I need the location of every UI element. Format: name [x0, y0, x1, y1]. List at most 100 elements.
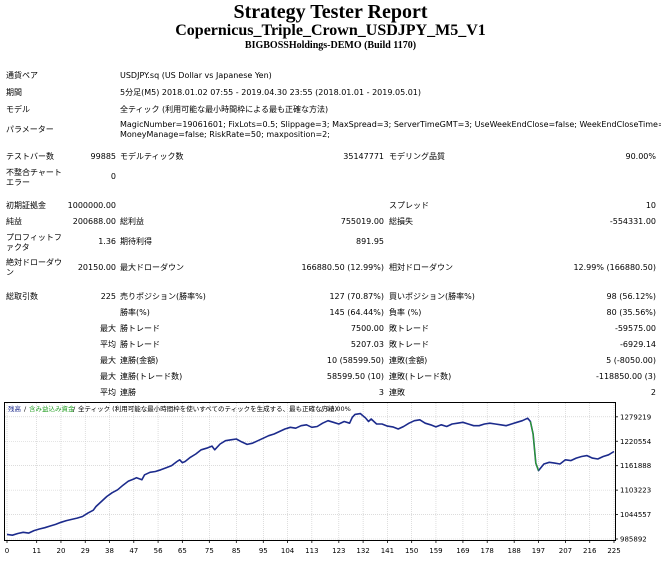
avg-loss-label: 敗トレード [389, 340, 429, 349]
y-tick-label: 1161888 [620, 462, 651, 470]
cons-win-trades-label: 連勝(トレード数) [120, 372, 183, 381]
x-tick-label: 11 [32, 547, 41, 555]
x-tick-label: 20 [56, 547, 65, 555]
x-tick-label: 225 [607, 547, 620, 555]
gross-profit-value: 755019.00 [340, 217, 384, 226]
bars-label: テストバー数 [6, 152, 54, 161]
x-tick-label: 188 [507, 547, 520, 555]
avg-label: 平均 [100, 340, 116, 349]
net-label: 純益 [6, 217, 22, 226]
x-tick-label: 207 [559, 547, 572, 555]
x-tick-label: 56 [154, 547, 163, 555]
symbol-value: USDJPY.sq (US Dollar vs Japanese Yen) [120, 71, 272, 80]
max-loss-label: 敗トレード [389, 324, 429, 333]
model-label: モデル [6, 105, 30, 114]
loss-value: 80 (35.56%) [606, 308, 656, 317]
legend-equity: 含み益込み資金 [29, 404, 75, 413]
y-tick-label: 1220554 [620, 438, 652, 446]
chart-legend: 残高 / 含み益込み資金 / 全ティック (利用可能な最小時間枠を使いすべてのテ… [8, 404, 351, 413]
legend-balance: 残高 [8, 404, 22, 413]
gross-loss-label: 総損失 [389, 217, 413, 226]
short-value: 127 (70.87%) [329, 292, 384, 301]
spread-value: 10 [645, 201, 656, 210]
avg2-label: 平均 [100, 388, 116, 397]
x-tick-label: 113 [305, 547, 318, 555]
report-title: Strategy Tester Report [233, 1, 428, 23]
legend-sep3: / [321, 405, 324, 413]
plot-frame [4, 402, 616, 541]
y-tick-label: 1044557 [620, 511, 651, 519]
x-tick-label: 197 [532, 547, 545, 555]
avg-loss-value: -6929.14 [620, 340, 656, 349]
legend-model: 全ティック (利用可能な最小時間枠を使いすべてのティックを生成する、最も正確な方… [78, 404, 337, 413]
gross-profit-label: 総利益 [120, 217, 144, 226]
params-line2: MoneyManage=false; RiskRate=50; maxposit… [120, 130, 330, 139]
cons-loss-money-value: 5 (-8050.00) [606, 356, 656, 365]
rel-dd-label: 相対ドローダウン [389, 263, 453, 272]
y-tick-label: 1103223 [620, 487, 651, 495]
x-tick-label: 95 [259, 547, 268, 555]
cons-win-trades-value: 58599.50 (10) [326, 372, 384, 381]
report-subtitle: Copernicus_Triple_Crown_USDJPY_M5_V1 [175, 22, 486, 39]
pf-value: 1.36 [98, 237, 116, 246]
y-tick-label: 985892 [620, 536, 647, 544]
bars-value: 99885 [90, 152, 116, 161]
payoff-value: 891.95 [356, 237, 384, 246]
x-tick-label: 178 [481, 547, 494, 555]
deposit-label: 初期証拠金 [6, 201, 46, 210]
max-win-label: 勝トレード [120, 324, 160, 333]
report-company: BIGBOSSHoldings-DEMO (Build 1170) [244, 40, 417, 51]
balance-chart: 残高 / 含み益込み資金 / 全ティック (利用可能な最小時間枠を使いすべてのテ… [4, 402, 660, 560]
ticks-value: 35147771 [343, 152, 384, 161]
loss-label: 負率 (%) [389, 308, 422, 317]
max-label: 最大 [100, 324, 116, 333]
long-label: 買いポジション(勝率%) [389, 292, 475, 301]
equity-line [529, 421, 540, 471]
avg-cons-win-label: 連勝 [120, 388, 136, 397]
x-axis-ticks: 0 11 20 29 38 47 56 65 75 85 95 104 113 123 132 141 150 1… [5, 540, 621, 555]
grid [5, 403, 615, 540]
net-value: 200688.00 [72, 217, 116, 226]
deposit-value: 1000000.00 [67, 201, 116, 210]
max-win-value: 7500.00 [350, 324, 384, 333]
trades-label: 総取引数 [6, 292, 38, 301]
abs-dd-value: 20150.00 [77, 263, 116, 272]
max-loss-value: -59575.00 [614, 324, 656, 333]
x-tick-label: 132 [356, 547, 369, 555]
x-tick-label: 216 [583, 547, 597, 555]
balance-chart-svg: 残高 / 含み益込み資金 / 全ティック (利用可能な最小時間枠を使いすべてのテ… [4, 402, 652, 555]
payoff-label: 期待利得 [120, 237, 152, 246]
trades-value: 225 [100, 292, 116, 301]
quality-label: モデリング品質 [389, 152, 445, 161]
legend-quality: 90.00% [326, 405, 351, 413]
gross-loss-value: -554331.00 [609, 217, 656, 226]
max3-label: 最大 [100, 372, 116, 381]
params-label: パラメーター [6, 125, 54, 134]
win-value: 145 (64.44%) [329, 308, 384, 317]
y-tick-label: 1279219 [620, 413, 651, 421]
mismatch-value: 0 [110, 172, 116, 181]
long-value: 98 (56.12%) [606, 292, 656, 301]
chart-marks [6, 412, 615, 536]
x-tick-label: 65 [178, 547, 187, 555]
period-label: 期間 [6, 88, 22, 97]
quality-value: 90.00% [625, 152, 656, 161]
x-tick-label: 150 [405, 547, 418, 555]
cons-win-money-value: 10 (58599.50) [326, 356, 384, 365]
avg-cons-win-value: 3 [378, 388, 384, 397]
x-tick-label: 29 [81, 547, 90, 555]
x-tick-label: 85 [232, 547, 241, 555]
short-label: 売りポジション(勝率%) [120, 292, 206, 301]
period-value: 5分足(M5) 2018.01.02 07:55 - 2019.04.30 23… [120, 88, 422, 97]
y-axis-ticks: 985892 1044557 1103223 1161888 1220554 127921… [615, 413, 652, 544]
x-tick-label: 47 [129, 547, 138, 555]
legend-sep1: / [24, 405, 27, 413]
x-tick-label: 141 [381, 547, 394, 555]
avg-cons-loss-value: 2 [650, 388, 656, 397]
abs-dd-label: 絶対ドローダウン [6, 258, 62, 277]
cons-win-money-label: 連勝(金額) [120, 356, 159, 365]
rel-dd-value: 12.99% (166880.50) [573, 263, 656, 272]
model-value: 全ティック (利用可能な最小時間枠による最も正確な方法) [120, 105, 329, 114]
x-tick-label: 75 [205, 547, 214, 555]
params-line1: MagicNumber=19061601; FixLots=0.5; Slipp… [120, 120, 661, 129]
